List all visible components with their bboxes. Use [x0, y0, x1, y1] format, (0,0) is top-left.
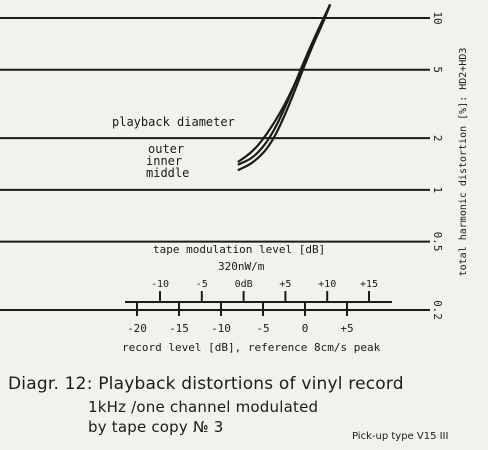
y-tick-label: 5 [431, 66, 444, 73]
series-label-outer: outer [148, 142, 184, 156]
series-label-middle: middle [146, 166, 189, 180]
record-tick-label: -15 [169, 322, 189, 335]
tape-axis-label: tape modulation level [dB] [153, 243, 325, 256]
tape-tick-label: +15 [360, 279, 378, 290]
record-tick-label: -20 [127, 322, 147, 335]
playback-diameter-label: playback diameter [112, 115, 235, 129]
record-tick-label: 0 [302, 322, 309, 335]
tape-reference: 320nW/m [218, 260, 265, 273]
series-line-inner [237, 3, 332, 166]
tape-tick-label: 0dB [235, 279, 253, 290]
record-axis-label: record level [dB], reference 8cm/s peak [122, 341, 381, 354]
tape-tick-label: +10 [318, 279, 336, 290]
record-tick-label: -10 [211, 322, 231, 335]
caption-line-3: by tape copy № 3 [88, 418, 224, 436]
y-tick-labels: 10 5 2 1 0.5 0.2 [431, 11, 444, 320]
chart-labels: total harmonic distortion [%]: HD2+HD3 pl… [112, 48, 469, 277]
gridlines [0, 17, 430, 311]
y-axis-label: total harmonic distortion [%]: HD2+HD3 [458, 48, 469, 277]
distortion-chart: 10 5 2 1 0.5 0.2 tape modulation level [dB] 32… [0, 3, 469, 354]
series-line-middle [237, 3, 332, 172]
tape-tick-label: -5 [196, 279, 208, 290]
caption-line-2: 1kHz /one channel modulated [88, 398, 319, 416]
tape-tick-label: +5 [279, 279, 291, 290]
y-tick-label: 0.5 [431, 232, 444, 252]
series-label-inner: inner [146, 154, 182, 168]
x-axes: tape modulation level [dB] 320nW/m -10 -5 0d… [122, 243, 392, 354]
y-tick-label: 1 [431, 187, 444, 194]
caption-line-1: Diagr. 12: Playback distortions of vinyl… [8, 374, 404, 394]
y-tick-label: 10 [431, 11, 444, 24]
record-tick-label: +5 [340, 322, 353, 335]
tape-tick-label: -10 [151, 279, 169, 290]
curves [237, 3, 332, 172]
record-tick-label: -5 [256, 322, 269, 335]
pickup-type: Pick-up type V15 III [352, 431, 449, 442]
y-tick-label: 0.2 [431, 300, 444, 320]
figure-caption: Diagr. 12: Playback distortions of vinyl… [8, 374, 404, 436]
y-tick-label: 2 [431, 135, 444, 142]
